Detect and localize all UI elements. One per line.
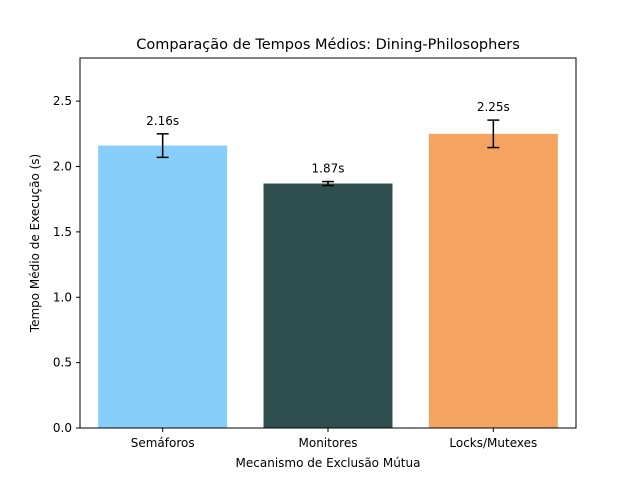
y-axis: 0.0 0.5 1.0 1.5 2.0 2.5: [53, 94, 80, 435]
chart-title: Comparação de Tempos Médios: Dining-Phil…: [136, 37, 520, 53]
x-tick-label: Semáforos: [131, 436, 195, 450]
data-labels-layer: 2.16s 1.87s 2.25s: [146, 100, 510, 175]
y-tick-label: 0.0: [53, 421, 72, 435]
bar: [428, 133, 558, 428]
y-tick-label: 2.0: [53, 160, 72, 174]
y-tick-label: 0.5: [53, 356, 72, 370]
x-tick-label: Monitores: [299, 436, 358, 450]
data-label: 2.16s: [146, 114, 179, 128]
y-tick-label: 1.0: [53, 290, 72, 304]
bars-layer: [98, 133, 558, 428]
bar: [98, 145, 228, 428]
bar: [263, 183, 393, 428]
y-tick-label: 2.5: [53, 94, 72, 108]
data-label: 1.87s: [312, 162, 345, 176]
x-tick-label: Locks/Mutexes: [449, 436, 537, 450]
data-label: 2.25s: [477, 100, 510, 114]
y-tick-label: 1.5: [53, 225, 72, 239]
y-axis-label: Tempo Médio de Execução (s): [28, 154, 42, 333]
error-bars-layer: [156, 119, 500, 187]
x-axis-label: Mecanismo de Exclusão Mútua: [236, 456, 421, 470]
x-axis: Semáforos Monitores Locks/Mutexes: [131, 428, 537, 450]
